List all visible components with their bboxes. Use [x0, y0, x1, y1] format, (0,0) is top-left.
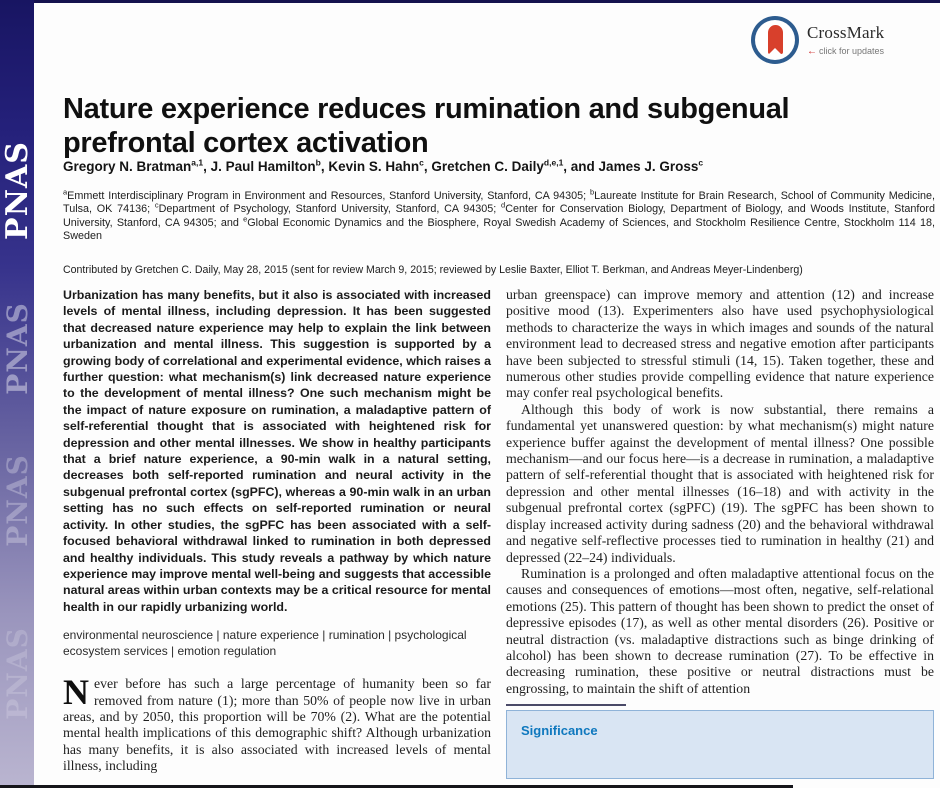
drop-cap: N	[63, 672, 89, 713]
article-body: Urbanization has many benefits, but it a…	[63, 287, 935, 780]
body-paragraph: Rumination is a prolonged and often mala…	[506, 565, 934, 696]
article-title: Nature experience reduces rumination and…	[63, 93, 790, 160]
crossmark-badge[interactable]: CrossMark ← click for updates	[751, 16, 884, 64]
pnas-wordmark: PNAS	[0, 627, 34, 720]
affiliations: aEmmett Interdisciplinary Program in Env…	[63, 187, 935, 243]
authors-line: Gregory N. Bratmana,1, J. Paul Hamiltonb…	[63, 157, 704, 174]
pnas-logo-vertical: PNAS	[0, 276, 34, 421]
contributed-line: Contributed by Gretchen C. Daily, May 28…	[63, 264, 803, 276]
page-bottom-rule	[0, 785, 793, 788]
left-arrow-icon: ←	[807, 46, 817, 57]
significance-heading: Significance	[521, 723, 598, 739]
pnas-logo-vertical: PNAS	[0, 428, 34, 573]
significance-box: Significance	[506, 710, 934, 780]
pnas-wordmark: PNAS	[0, 302, 34, 395]
pnas-wordmark: PNAS	[0, 140, 35, 240]
pnas-sidebar: PNAS PNAS PNAS PNAS	[0, 0, 35, 788]
bookmark-ribbon-icon	[767, 25, 783, 55]
pnas-logo-vertical: PNAS	[0, 110, 35, 270]
body-paragraph: Although this body of work is now substa…	[506, 401, 934, 565]
keywords-line: environmental neuroscience | nature expe…	[63, 628, 467, 658]
crossmark-icon	[751, 16, 799, 64]
page-top-rule	[0, 0, 940, 3]
pnas-wordmark: PNAS	[0, 454, 34, 547]
pnas-logo-vertical: PNAS	[0, 586, 34, 761]
body-paragraph: urban greenspace) can improve memory and…	[506, 287, 934, 401]
crossmark-sublabel: ← click for updates	[807, 46, 885, 57]
left-column: Urbanization has many benefits, but it a…	[63, 287, 491, 779]
crossmark-label: CrossMark	[807, 23, 885, 42]
right-column: urban greenspace) can improve memory and…	[506, 287, 934, 780]
significance-top-rule	[506, 704, 626, 707]
abstract-text: Urbanization has many benefits, but it a…	[63, 288, 491, 614]
